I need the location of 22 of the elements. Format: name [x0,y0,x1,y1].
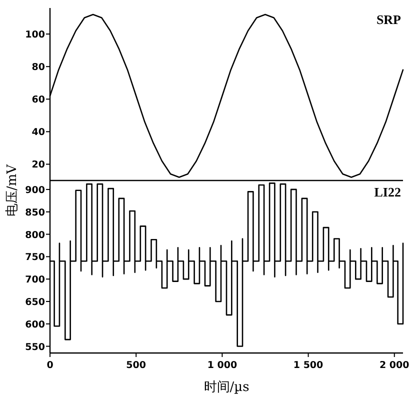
y-tick-label: 600 [25,319,46,330]
x-tick-label: 500 [126,360,146,371]
y-tick-label: 700 [25,274,46,286]
y-tick-label: 650 [25,296,46,308]
x-tick-label: 1 500 [293,360,324,371]
y-tick-label: 550 [25,342,46,353]
y-tick-label: 800 [25,230,46,241]
text: LI22 [374,184,401,200]
y-axis-title: 电压/mV [5,164,20,217]
y-tick-label: 750 [25,252,46,264]
x-tick-label: 0 [46,360,54,371]
y-tick-label: 900 [25,184,46,196]
x-axis-title: 时间/µs [204,380,250,395]
text: SRP [376,12,402,27]
y-tick-label: 20 [32,160,46,171]
y-tick-label: 60 [32,94,46,106]
y-tick-label: 40 [32,127,46,138]
y-tick-label: 80 [32,62,46,74]
y-tick-label: 100 [25,30,46,41]
x-tick-label: 2 000 [380,360,410,371]
x-tick-label: 1 000 [207,360,238,371]
y-tick-label: 850 [25,207,46,218]
